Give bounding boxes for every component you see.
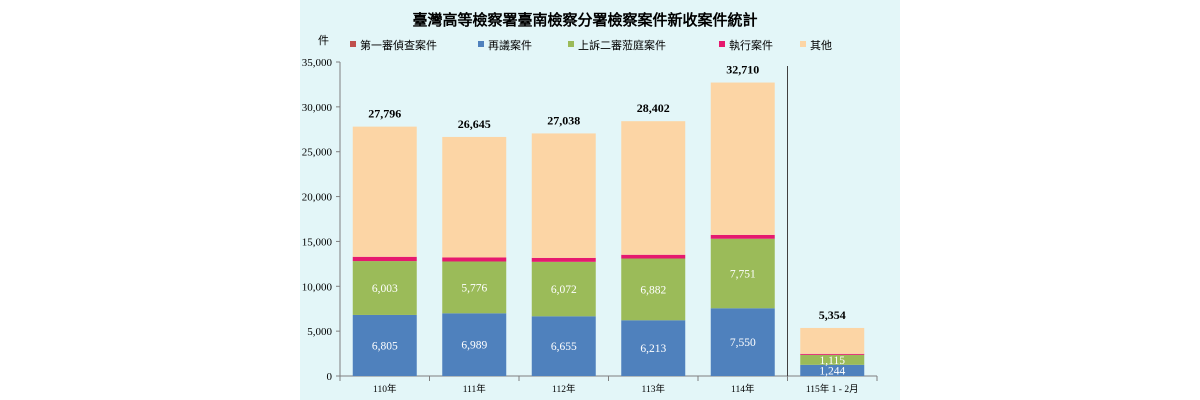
y-tick-label: 35,000 bbox=[302, 57, 333, 69]
x-category-label: 113年 bbox=[642, 383, 666, 395]
segment-value-label: 5,776 bbox=[461, 282, 487, 294]
x-category-label: 114年 bbox=[731, 383, 755, 395]
bar-total-label: 28,402 bbox=[637, 101, 670, 115]
legend-label: 第一審偵查案件 bbox=[360, 38, 437, 52]
bar-segment bbox=[442, 136, 507, 258]
bar-segment bbox=[352, 256, 417, 262]
segment-value-label: 6,882 bbox=[640, 284, 666, 296]
legend-swatch bbox=[800, 41, 806, 47]
stacked-bar-chart: 臺灣高等檢察署臺南檢察分署檢察案件新收案件統計 件 第一審偵查案件 再議案件 上訴二… bbox=[302, 11, 878, 395]
bar-segment bbox=[710, 308, 775, 376]
legend-swatch bbox=[478, 41, 484, 47]
y-tick-label: 20,000 bbox=[302, 192, 333, 204]
x-axis: 110年 111年 112年 113年 114年 115年 1 - 2月 bbox=[339, 66, 878, 395]
bar-segment bbox=[621, 121, 686, 255]
segment-value-label: 6,989 bbox=[461, 340, 487, 352]
bar-segment bbox=[800, 354, 865, 365]
bar-segment bbox=[442, 261, 507, 314]
bar-segment bbox=[710, 82, 775, 235]
segment-value-label: 1,115 bbox=[820, 355, 846, 367]
y-tick-label: 5,000 bbox=[307, 326, 332, 338]
bar-segment bbox=[531, 133, 596, 258]
bar-segment bbox=[442, 313, 507, 376]
legend: 第一審偵查案件 再議案件 上訴二審蒞庭案件 執行案件 其他 bbox=[350, 38, 832, 52]
y-axis-unit-label: 件 bbox=[318, 34, 329, 47]
x-category-label: 110年 bbox=[373, 383, 397, 395]
segment-value-label: 6,655 bbox=[551, 341, 577, 353]
bar-segment bbox=[352, 261, 417, 315]
legend-swatch bbox=[568, 41, 574, 47]
bar-segment bbox=[800, 364, 865, 376]
legend-label: 上訴二審蒞庭案件 bbox=[578, 38, 666, 52]
bar-segment bbox=[710, 234, 775, 239]
legend-label: 其他 bbox=[810, 39, 832, 52]
segment-value-label: 6,072 bbox=[551, 284, 577, 296]
y-tick-label: 30,000 bbox=[302, 102, 333, 114]
segment-value-label: 6,003 bbox=[372, 283, 398, 295]
y-tick-label: 25,000 bbox=[302, 147, 333, 159]
segment-value-label: 7,550 bbox=[730, 337, 756, 349]
bar-total-label: 27,038 bbox=[547, 113, 580, 127]
bar-segment bbox=[531, 316, 596, 376]
legend-label: 再議案件 bbox=[488, 38, 532, 52]
segment-value-label: 6,213 bbox=[640, 343, 666, 355]
chart-area: 臺灣高等檢察署臺南檢察分署檢察案件新收案件統計 件 第一審偵查案件 再議案件 上訴二… bbox=[300, 0, 900, 400]
bar-segment bbox=[621, 254, 686, 259]
legend-swatch bbox=[719, 41, 725, 47]
bar-segment bbox=[531, 261, 596, 317]
bar-segment bbox=[352, 314, 417, 376]
segment-value-label: 1,244 bbox=[819, 365, 845, 377]
bar-segment bbox=[442, 257, 507, 262]
bar-segment bbox=[710, 238, 775, 309]
chart-title: 臺灣高等檢察署臺南檢察分署檢察案件新收案件統計 bbox=[412, 11, 757, 29]
bars: 6,805 6,003 27,796 6,989 5,776 26,645 6,655 6,0… bbox=[352, 63, 865, 377]
bar-total-label: 26,645 bbox=[458, 117, 491, 131]
y-tick-label: 15,000 bbox=[302, 236, 333, 248]
legend-label: 執行案件 bbox=[729, 38, 773, 52]
y-axis: 0 5,000 10,000 15,000 20,000 25,000 30,000 35,0… bbox=[302, 57, 341, 383]
x-category-label: 115年 1 - 2月 bbox=[806, 383, 859, 395]
bar-segment bbox=[621, 258, 686, 321]
legend-swatch bbox=[350, 41, 356, 47]
bar-total-label: 5,354 bbox=[819, 308, 846, 322]
y-tick-label: 10,000 bbox=[302, 281, 333, 293]
y-tick-label: 0 bbox=[327, 371, 333, 383]
bar-segment bbox=[800, 327, 865, 354]
bar-segment bbox=[352, 126, 417, 257]
segment-value-label: 7,751 bbox=[730, 268, 756, 280]
x-category-label: 112年 bbox=[552, 383, 576, 395]
segment-value-label: 6,805 bbox=[372, 340, 398, 352]
bar-total-label: 32,710 bbox=[726, 63, 759, 77]
bar-segment bbox=[531, 257, 596, 262]
bar-total-label: 27,796 bbox=[368, 107, 401, 121]
bar-segment bbox=[621, 320, 686, 376]
bar-segment bbox=[800, 353, 865, 355]
x-category-label: 111年 bbox=[463, 383, 487, 395]
